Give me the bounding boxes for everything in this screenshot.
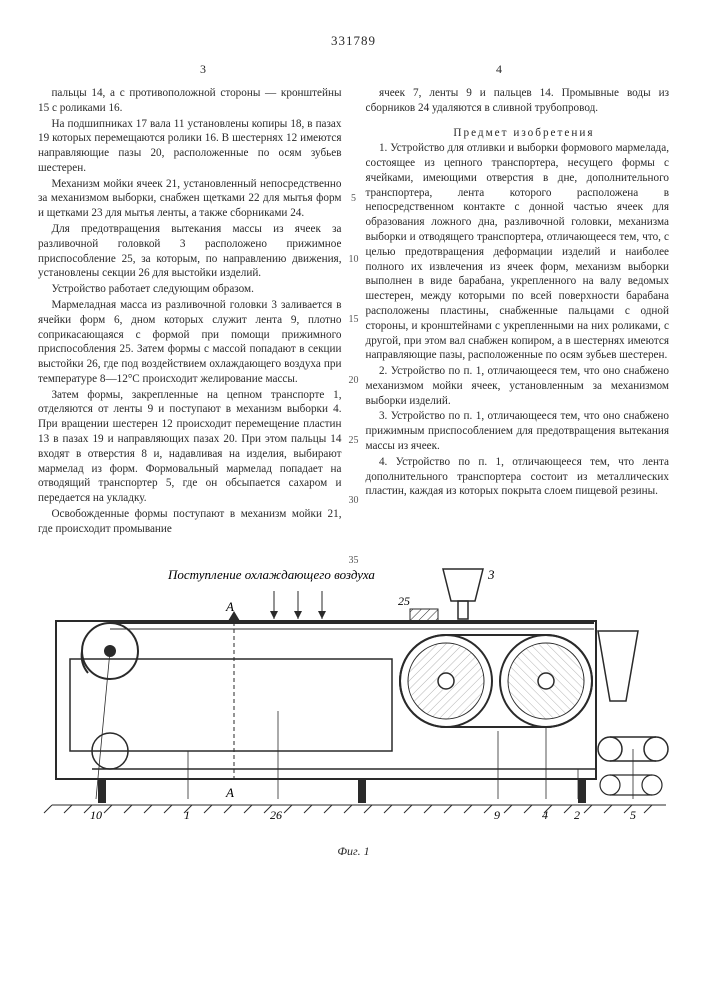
section-heading: Предмет изобретения xyxy=(366,126,670,141)
left-column: пальцы 14, а с противоположной стороны —… xyxy=(38,86,342,537)
paragraph: Устройство работает следующим образом. xyxy=(38,282,342,297)
air-label: Поступление охлаждающего воздуха xyxy=(167,567,375,582)
paragraph: Освобожденные формы поступают в механизм… xyxy=(38,507,342,537)
paragraph: ячеек 7, ленты 9 и пальцев 14. Промывные… xyxy=(366,86,670,116)
figure-svg: Поступление охлаждающего воздуха 3 25 А … xyxy=(38,551,669,841)
page-number-right: 4 xyxy=(496,62,502,78)
line-mark: 35 xyxy=(344,556,364,566)
claim: 4. Устройство по п. 1, отличающееся тем,… xyxy=(366,455,670,499)
callout-A: А xyxy=(225,785,234,800)
claim: 1. Устройство для отливки и выборки форм… xyxy=(366,141,670,363)
callout-4: 4 xyxy=(542,808,548,822)
line-mark: 15 xyxy=(344,315,364,325)
callout-5: 5 xyxy=(630,808,636,822)
patent-number: 331789 xyxy=(331,32,376,49)
callout-A: А xyxy=(225,599,234,614)
air-arrows xyxy=(270,591,326,619)
callout-1: 1 xyxy=(184,808,190,822)
figure-caption: Фиг. 1 xyxy=(38,844,669,860)
claim: 3. Устройство по п. 1, отличающееся тем,… xyxy=(366,409,670,453)
line-mark: 20 xyxy=(344,376,364,386)
text-columns: пальцы 14, а с противоположной стороны —… xyxy=(38,86,669,537)
callout-2: 2 xyxy=(574,808,580,822)
paragraph: пальцы 14, а с противоположной стороны —… xyxy=(38,86,342,116)
paragraph: Для предотвращения вытекания массы из яч… xyxy=(38,222,342,281)
claim: 2. Устройство по п. 1, отличающееся тем,… xyxy=(366,364,670,408)
line-mark: 5 xyxy=(344,194,364,204)
paragraph: Мармеладная масса из разливочной головки… xyxy=(38,298,342,387)
page-number-left: 3 xyxy=(200,62,206,78)
line-mark: 10 xyxy=(344,255,364,265)
callout-3: 3 xyxy=(487,567,495,582)
callout-10: 10 xyxy=(90,808,102,822)
callout-9: 9 xyxy=(494,808,500,822)
right-column: ячеек 7, ленты 9 и пальцев 14. Промывные… xyxy=(366,86,670,537)
callout-26: 26 xyxy=(270,808,282,822)
paragraph: Механизм мойки ячеек 21, установленный н… xyxy=(38,177,342,221)
line-mark: 25 xyxy=(344,436,364,446)
figure-1: Поступление охлаждающего воздуха 3 25 А … xyxy=(38,551,669,860)
paragraph: Затем формы, закрепленные на цепном тран… xyxy=(38,388,342,506)
callout-25: 25 xyxy=(398,594,410,608)
line-mark: 30 xyxy=(344,496,364,506)
paragraph: На подшипниках 17 вала 11 установлены ко… xyxy=(38,117,342,176)
